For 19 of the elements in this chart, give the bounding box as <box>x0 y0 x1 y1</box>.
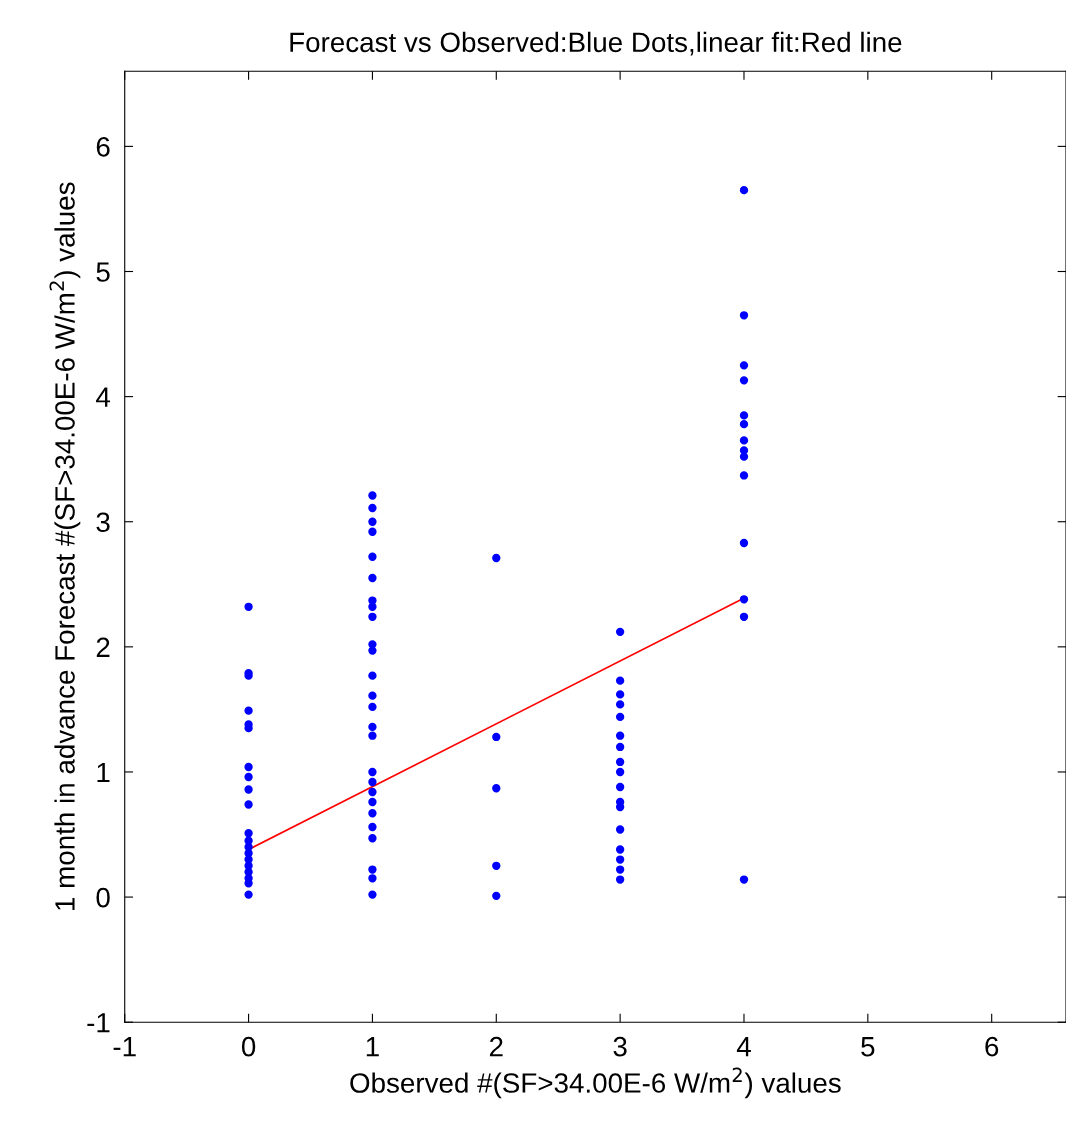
y-tick-label: 6 <box>96 137 110 157</box>
x-tick-label: 5 <box>861 1037 875 1057</box>
y-axis-title: 1 month in advance Forecast #(SF>34.00E-6 W/m$^{2}$) values <box>49 182 81 910</box>
y-tick-label: 5 <box>96 262 110 282</box>
y-tick-label: 2 <box>96 637 110 657</box>
chart-title: Forecast vs Observed:Blue Dots,linear fit:Red line <box>290 31 902 56</box>
x-tick-label: -1 <box>113 1037 136 1057</box>
y-tick-label: -1 <box>87 1013 110 1033</box>
x-axis-title: Observed #(SF>34.00E-6 W/m$^{2}$) values <box>350 1067 841 1099</box>
y-tick-label: 1 <box>97 762 110 783</box>
x-tick-label: 0 <box>241 1036 256 1057</box>
x-tick-label: 3 <box>613 1036 627 1057</box>
x-tick-label: 1 <box>366 1037 379 1057</box>
y-tick-label: 3 <box>96 512 110 533</box>
x-tick-label: 4 <box>736 1037 751 1057</box>
x-tick-label: 2 <box>489 1036 503 1057</box>
y-tick-label: 4 <box>96 387 111 407</box>
y-tick-label: 0 <box>96 887 110 908</box>
x-tick-label: 6 <box>985 1036 999 1057</box>
